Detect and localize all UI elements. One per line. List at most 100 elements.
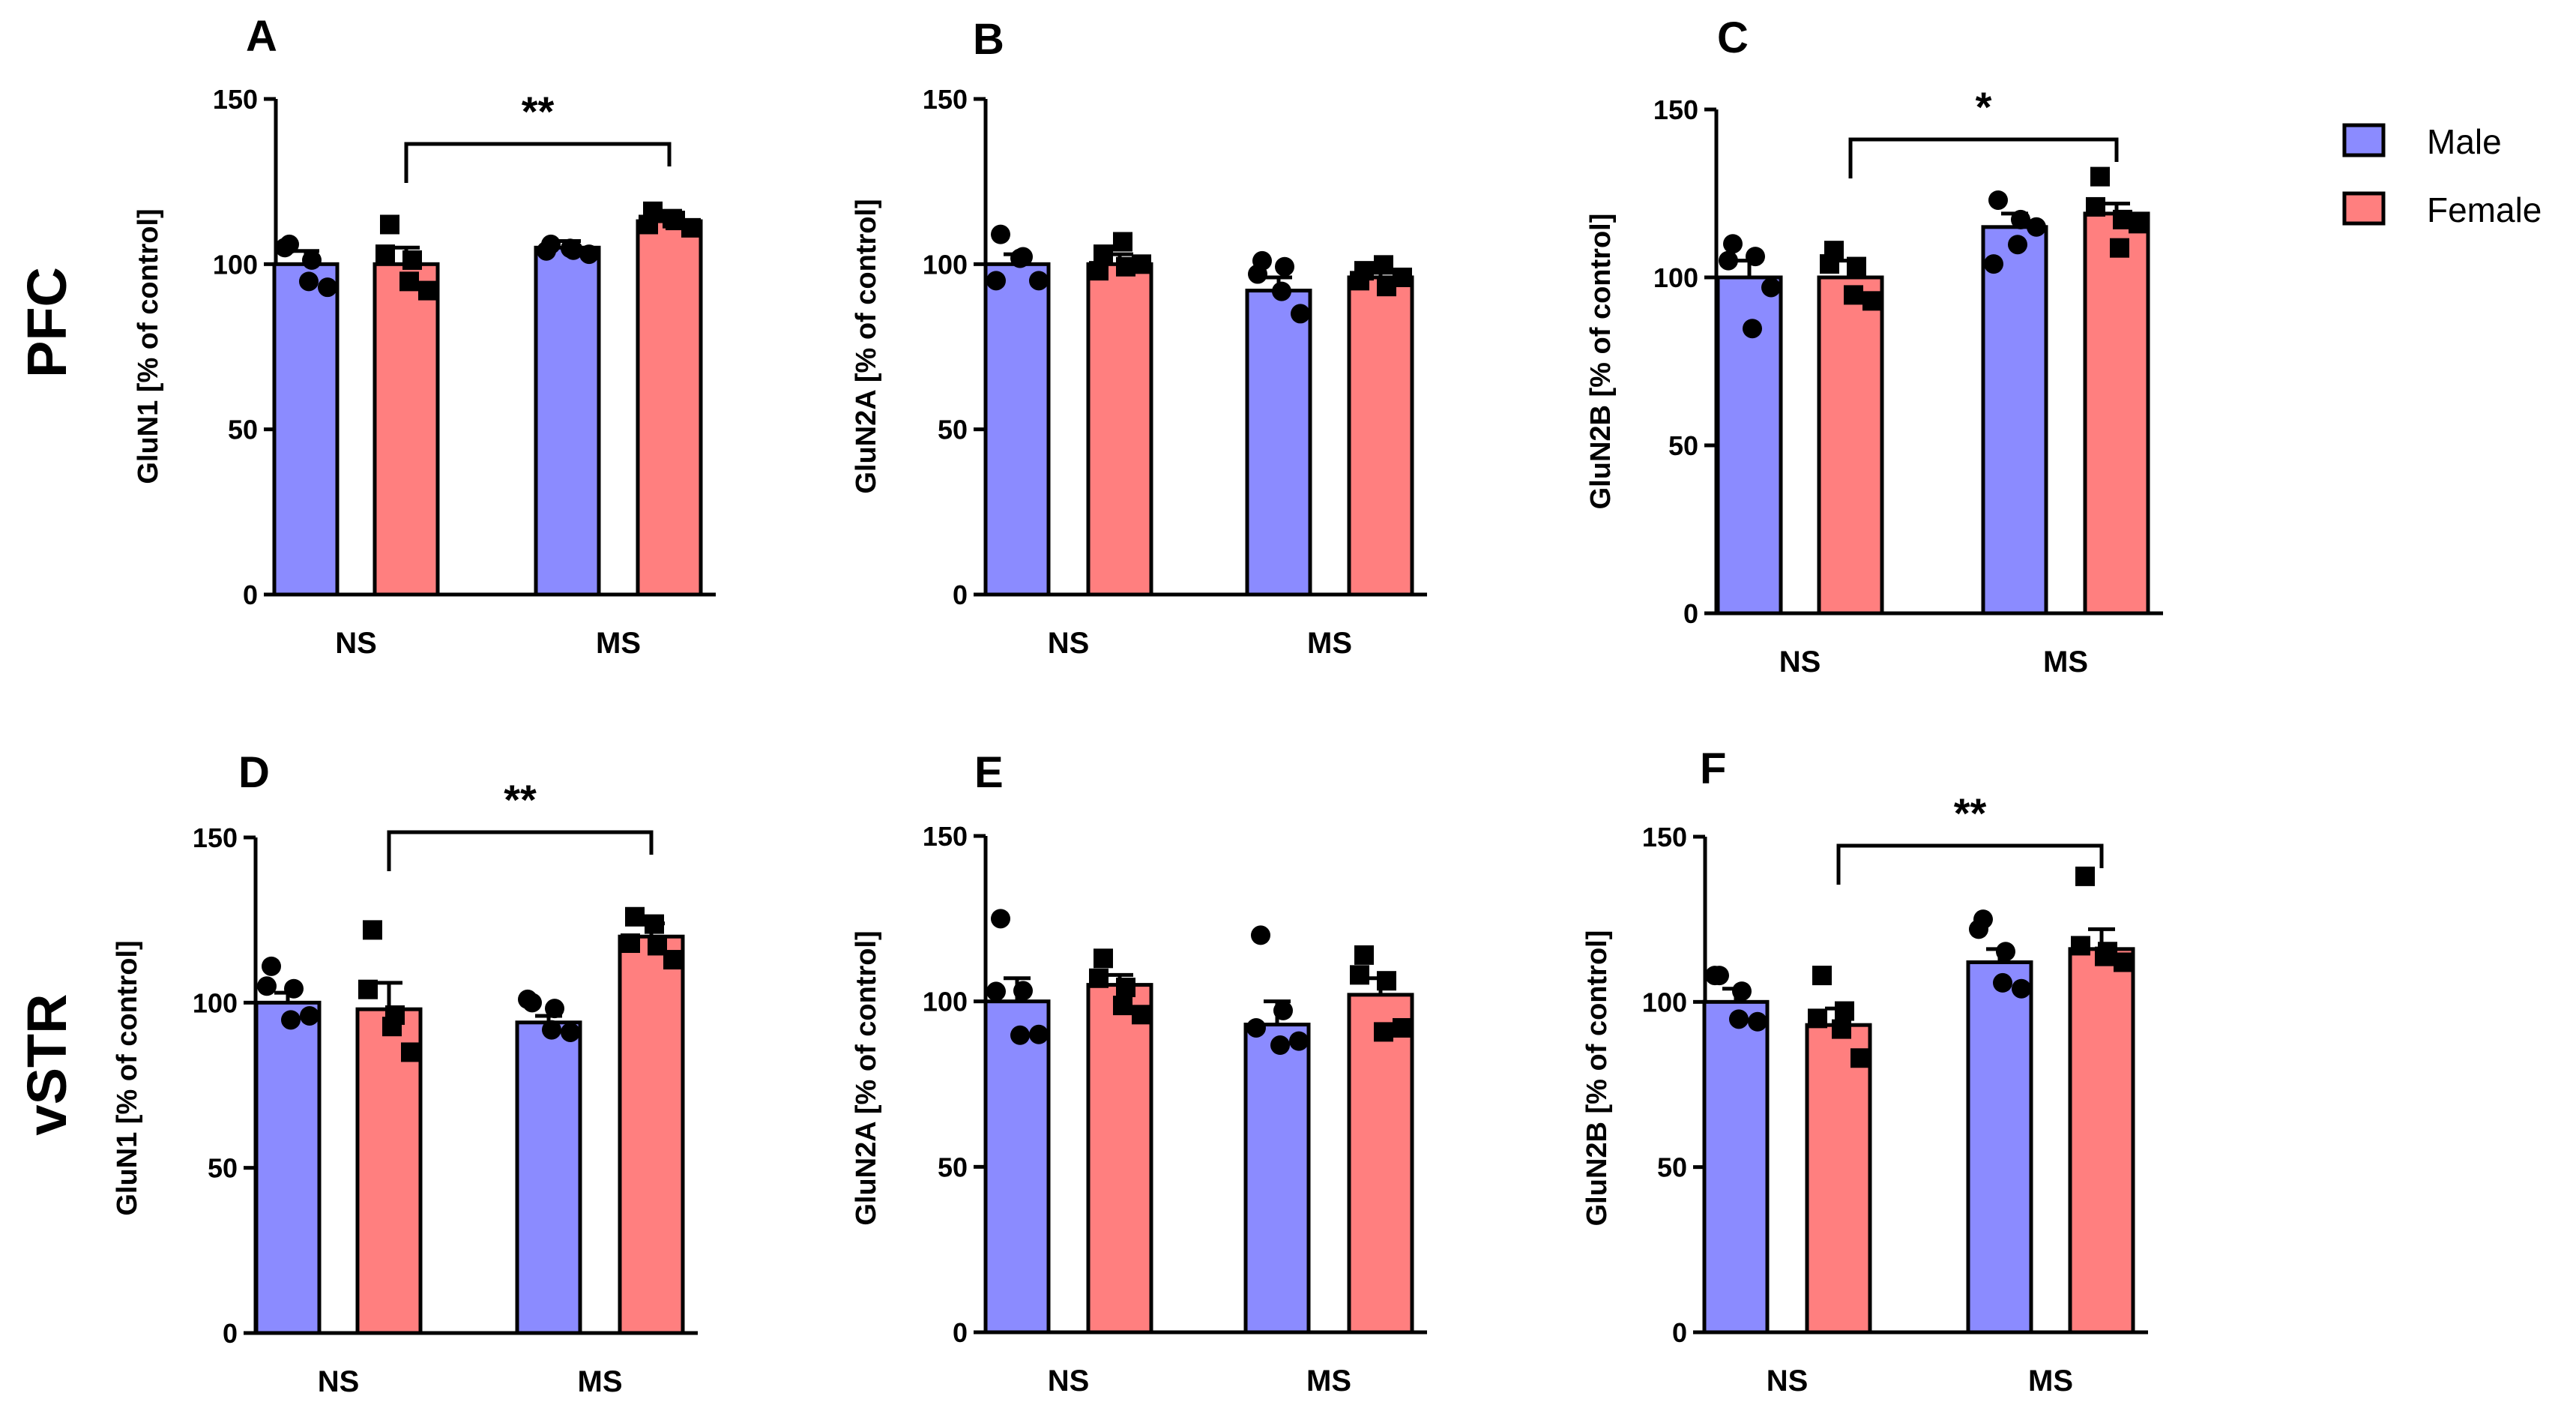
significance-label: ** [1954,789,1987,837]
bar [1243,1023,1311,1335]
y-tick-label: 0 [1672,1317,1687,1348]
panel-c: C GluN2B [% of control] 0 50 100 150 NS MS * [1585,13,2163,679]
data-point [1850,1048,1870,1068]
data-point [1113,232,1132,252]
panel-letter: D [238,748,270,797]
data-point [1350,965,1369,985]
data-point [358,979,378,999]
panel-letter: F [1700,744,1726,793]
data-point [1993,972,2012,993]
legend-label-female: Female [2427,190,2542,229]
data-point [1862,291,1882,311]
y-tick-label: 0 [953,1317,968,1348]
y-tick-label: 50 [938,1152,968,1182]
x-tick-label: MS [2028,1365,2073,1398]
data-point [1246,1017,1266,1038]
significance-bracket [387,830,654,871]
x-tick-label: NS [1048,627,1090,660]
data-point [545,999,564,1019]
data-point [299,271,319,292]
x-tick-label: NS [335,627,377,660]
bar [515,1020,582,1335]
legend-swatch-male [2342,123,2386,157]
y-tick-label: 0 [243,580,258,610]
data-point [402,250,422,270]
y-axis-title: GluN2A [% of control] [851,199,882,493]
data-point [284,978,304,999]
bar [2068,947,2135,1335]
data-point [1761,277,1781,298]
bar [636,219,703,597]
bar [2083,211,2150,616]
bar [254,1000,322,1335]
y-tick-label: 0 [1683,598,1698,629]
data-point [1089,968,1108,988]
data-point [300,1005,319,1026]
data-point [1289,1031,1309,1051]
data-point [625,906,645,927]
data-point [1350,271,1369,291]
data-point [1393,1017,1412,1038]
bar [1981,225,2048,616]
data-point [399,271,419,292]
y-axis-title: GluN1 [% of control] [112,940,143,1215]
data-point [1748,1011,1767,1032]
data-point [2075,866,2095,886]
data-point [1996,942,2015,962]
data-point [2012,978,2031,999]
y-tick-label: 0 [953,580,968,610]
panel-a: A GluN1 [% of control] 0 50 100 150 NS MS ** [133,12,716,660]
data-point [262,956,281,976]
data-point [621,933,640,954]
y-tick-label: 0 [223,1318,238,1349]
x-tick-label: MS [1307,627,1352,660]
data-point [561,1022,580,1042]
y-tick-label: 150 [1653,94,1698,125]
data-point [1273,1000,1293,1020]
y-tick-label: 150 [923,821,968,852]
bar [1245,289,1312,597]
data-point [1984,254,2003,274]
data-point [1812,966,1832,986]
panel-f: F GluN2B [% of control] 0 50 100 150 NS MS ** [1581,744,2148,1398]
bar [372,262,440,597]
x-tick-label: NS [1048,1365,1090,1398]
data-point [302,250,322,270]
data-point [639,214,658,235]
data-point [1377,971,1396,991]
data-point [1835,1001,1854,1021]
x-tick-label: NS [318,1365,360,1398]
data-point [1719,250,1738,271]
y-tick-label: 150 [923,84,968,115]
y-tick-label: 150 [193,822,238,853]
legend-swatch-female [2342,191,2386,226]
bar [272,262,340,597]
x-tick-label: NS [1779,646,1821,679]
data-point [1374,1022,1393,1042]
data-point [1820,254,1839,274]
x-tick-label: MS [578,1365,623,1398]
data-point [401,1042,420,1062]
data-point [986,271,1006,291]
y-axis-title: GluN1 [% of control] [133,208,164,484]
y-tick-label: 150 [213,84,258,115]
data-point [1844,285,1863,305]
data-point [1094,948,1113,969]
data-point [1723,234,1743,254]
data-point [2011,209,2030,229]
data-point [681,217,701,238]
significance-bracket [1848,137,2119,178]
bar [983,999,1051,1335]
data-point [537,241,556,261]
data-point [1969,919,1988,939]
panel-letter: B [973,15,1004,64]
data-point [1393,267,1412,287]
bar [1805,1023,1872,1335]
legend: Male Female [2342,122,2542,229]
bar [618,934,685,1335]
data-point [991,909,1010,929]
panel-letter: E [974,748,1004,797]
y-tick-label: 50 [228,415,258,445]
data-point [1291,304,1310,324]
